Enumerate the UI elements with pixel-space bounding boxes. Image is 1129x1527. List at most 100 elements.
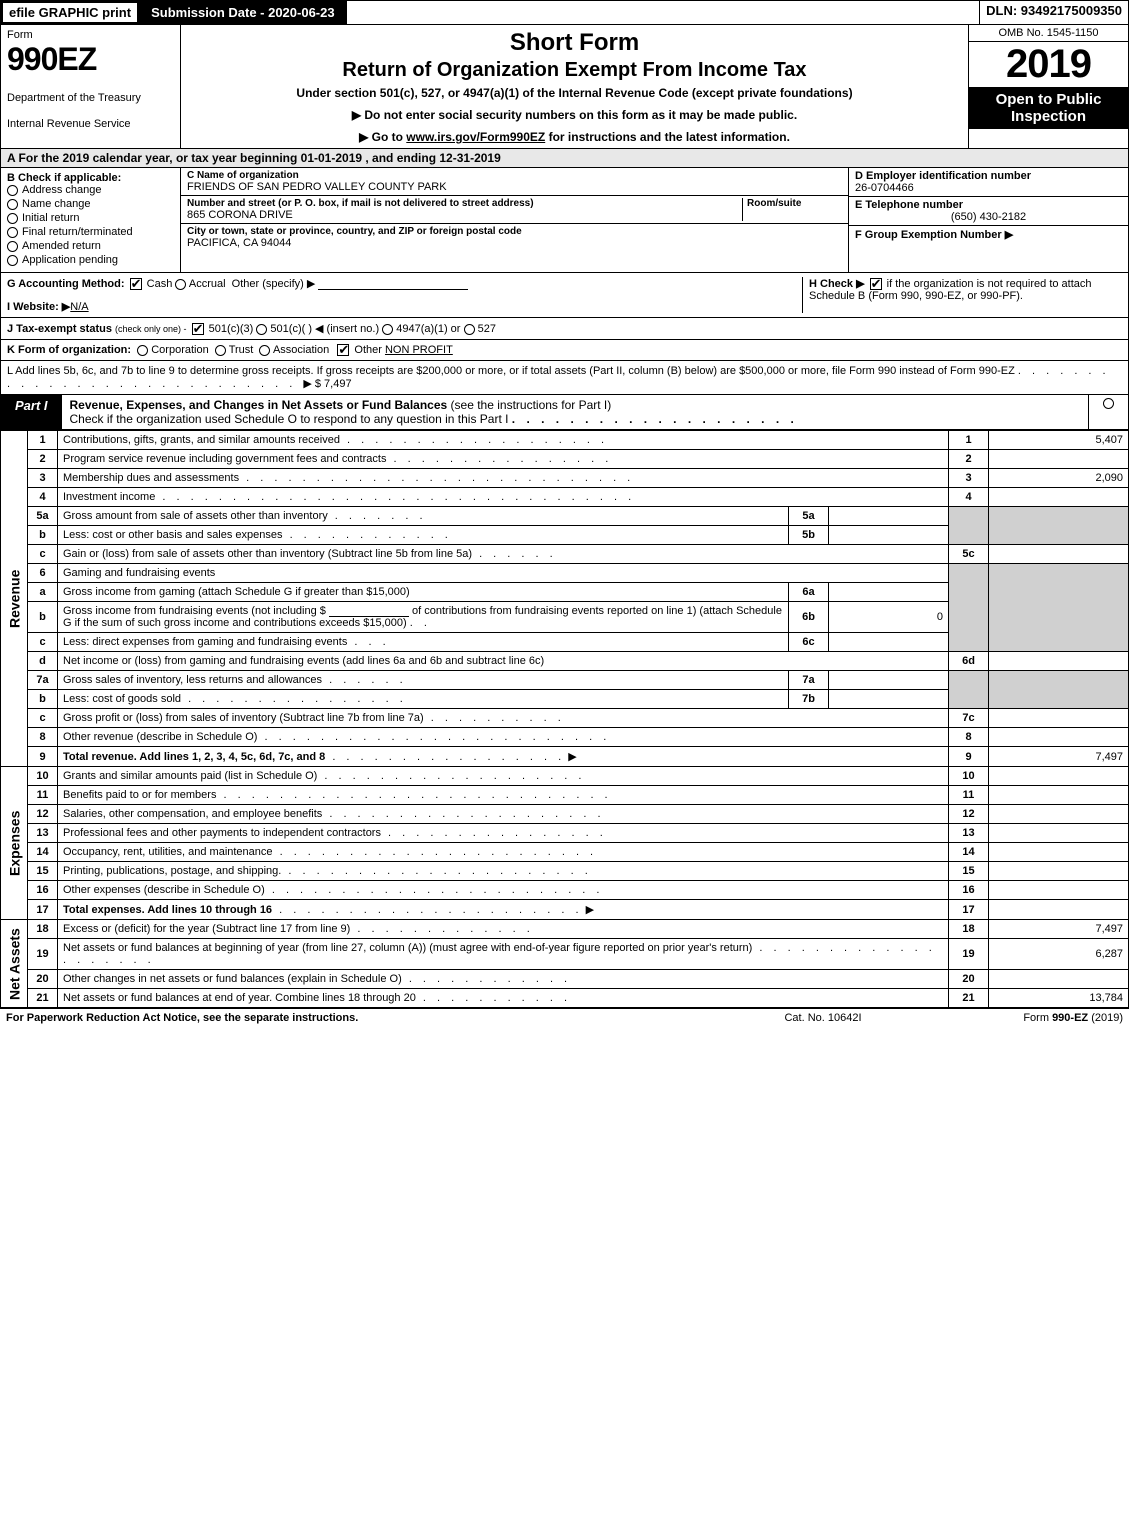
line-20: 20 Other changes in net assets or fund b…: [1, 970, 1129, 989]
line-17-boxnum: 17: [949, 900, 989, 920]
line-1-value: 5,407: [989, 431, 1129, 450]
line-5a: 5a Gross amount from sale of assets othe…: [1, 507, 1129, 526]
chk-application-pending[interactable]: Application pending: [7, 254, 174, 266]
chk-other-org[interactable]: [337, 344, 349, 356]
chk-501c3[interactable]: [192, 323, 204, 335]
footer-formno: Form 990-EZ (2019): [923, 1012, 1123, 1024]
chk-amended-return[interactable]: Amended return: [7, 240, 174, 252]
row-g: G Accounting Method: Cash Accrual Other …: [7, 277, 802, 313]
line-8: 8 Other revenue (describe in Schedule O)…: [1, 728, 1129, 747]
line-7a: 7a Gross sales of inventory, less return…: [1, 671, 1129, 690]
chk-address-change[interactable]: Address change: [7, 184, 174, 196]
chk-initial-return[interactable]: Initial return: [7, 212, 174, 224]
netassets-section-label: Net Assets: [1, 920, 28, 1008]
circle-icon: [7, 241, 18, 252]
chk-corp[interactable]: [137, 345, 148, 356]
chk-trust[interactable]: [215, 345, 226, 356]
chk-527[interactable]: [464, 324, 475, 335]
line-11-num: 11: [28, 786, 58, 805]
g-other-blank[interactable]: [318, 278, 468, 290]
line-14-desc-text: Occupancy, rent, utilities, and maintena…: [63, 846, 273, 858]
line-7a-desc-text: Gross sales of inventory, less returns a…: [63, 674, 322, 686]
line-14: 14 Occupancy, rent, utilities, and maint…: [1, 843, 1129, 862]
org-city-value: PACIFICA, CA 94044: [187, 237, 842, 249]
website-value: N/A: [70, 301, 88, 313]
line-18-desc: Excess or (deficit) for the year (Subtra…: [58, 920, 949, 939]
line-5b-num: b: [28, 526, 58, 545]
line-7b-num: b: [28, 690, 58, 709]
dots-icon: . . . . . . . . . . . . . . . . . . . . …: [272, 904, 582, 916]
chk-assoc[interactable]: [259, 345, 270, 356]
shade-cell: [949, 507, 989, 545]
subtitle: Under section 501(c), 527, or 4947(a)(1)…: [187, 86, 962, 100]
line-18-value: 7,497: [989, 920, 1129, 939]
line-12-value: [989, 805, 1129, 824]
shade-cell: [989, 671, 1129, 709]
line-7c-num: c: [28, 709, 58, 728]
line-15-desc-text: Printing, publications, postage, and shi…: [63, 865, 281, 877]
irs-link[interactable]: www.irs.gov/Form990EZ: [406, 130, 545, 144]
efile-print-button[interactable]: efile GRAPHIC print: [1, 1, 139, 24]
line-21-value: 13,784: [989, 989, 1129, 1008]
line-9-value: 7,497: [989, 747, 1129, 767]
line-14-boxnum: 14: [949, 843, 989, 862]
line-6-num: 6: [28, 564, 58, 583]
line-6c-desc-text: Less: direct expenses from gaming and fu…: [63, 636, 347, 648]
line-7b-subnum: 7b: [789, 690, 829, 709]
part1-tab: Part I: [1, 395, 62, 429]
part1-check-line: Check if the organization used Schedule …: [70, 412, 509, 426]
goto-post: for instructions and the latest informat…: [545, 130, 790, 144]
g-cash: Cash: [147, 278, 173, 290]
line-6b-blank[interactable]: [329, 605, 409, 617]
line-11-boxnum: 11: [949, 786, 989, 805]
chk-h[interactable]: [870, 278, 882, 290]
line-6a-subval: [829, 583, 949, 602]
line-7a-subval: [829, 671, 949, 690]
line-5a-subnum: 5a: [789, 507, 829, 526]
chk-cash[interactable]: [130, 278, 142, 290]
ein-label: D Employer identification number: [855, 170, 1122, 182]
j-501c: 501(c)( ) ◀ (insert no.): [270, 323, 379, 335]
top-bar: efile GRAPHIC print Submission Date - 20…: [0, 0, 1129, 25]
chk-name-change[interactable]: Name change: [7, 198, 174, 210]
org-name-label: C Name of organization: [187, 170, 842, 181]
line-6c-desc: Less: direct expenses from gaming and fu…: [58, 633, 789, 652]
chk-accrual[interactable]: [175, 279, 186, 290]
group-exemption-label: F Group Exemption Number ▶: [855, 229, 1013, 241]
line-8-desc-text: Other revenue (describe in Schedule O): [63, 731, 257, 743]
line-9-desc-text: Total revenue. Add lines 1, 2, 3, 4, 5c,…: [63, 751, 325, 763]
line-13-num: 13: [28, 824, 58, 843]
info-block: B Check if applicable: Address change Na…: [0, 168, 1129, 273]
chk-4947[interactable]: [382, 324, 393, 335]
revenue-section-label: Revenue: [1, 431, 28, 767]
line-10-value: [989, 767, 1129, 786]
line-1: Revenue 1 Contributions, gifts, grants, …: [1, 431, 1129, 450]
chk-initial-return-label: Initial return: [22, 212, 79, 224]
line-4-boxnum: 4: [949, 488, 989, 507]
line-2-desc: Program service revenue including govern…: [58, 450, 949, 469]
footer-paperwork: For Paperwork Reduction Act Notice, see …: [6, 1012, 723, 1024]
part1-title: Revenue, Expenses, and Changes in Net As…: [62, 395, 1088, 429]
j-label: J Tax-exempt status: [7, 323, 112, 335]
title-return: Return of Organization Exempt From Incom…: [187, 59, 962, 82]
line-17-desc-text: Total expenses. Add lines 10 through 16: [63, 904, 272, 916]
line-3-num: 3: [28, 469, 58, 488]
chk-amended-return-label: Amended return: [22, 240, 101, 252]
dots-icon: . . . . . .: [322, 674, 407, 686]
line-4-num: 4: [28, 488, 58, 507]
line-13-value: [989, 824, 1129, 843]
circle-icon: [7, 213, 18, 224]
line-6d-desc: Net income or (loss) from gaming and fun…: [58, 652, 949, 671]
header-left: Form 990EZ Department of the Treasury In…: [1, 25, 181, 148]
line-10-boxnum: 10: [949, 767, 989, 786]
line-6d: d Net income or (loss) from gaming and f…: [1, 652, 1129, 671]
chk-501c[interactable]: [256, 324, 267, 335]
line-20-boxnum: 20: [949, 970, 989, 989]
chk-final-return[interactable]: Final return/terminated: [7, 226, 174, 238]
line-5a-desc: Gross amount from sale of assets other t…: [58, 507, 789, 526]
line-21-num: 21: [28, 989, 58, 1008]
line-7a-desc: Gross sales of inventory, less returns a…: [58, 671, 789, 690]
line-7c-value: [989, 709, 1129, 728]
dots-icon: . . . . . . . . . . . . .: [350, 923, 533, 935]
part1-end-checkbox[interactable]: [1088, 395, 1128, 429]
